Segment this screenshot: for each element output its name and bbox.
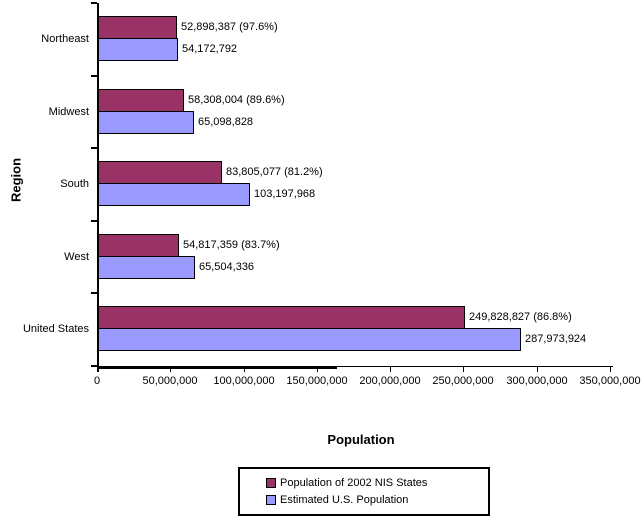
x-axis-tick-label: 100,000,000 — [213, 375, 275, 387]
bar-estimated-population — [98, 111, 194, 134]
bar-estimated-population — [98, 183, 250, 206]
legend-item-estimated-population: Estimated U.S. Population — [266, 493, 488, 507]
y-axis-tick — [91, 2, 97, 4]
x-axis-tick-label: 250,000,000 — [432, 375, 494, 387]
category-label: Midwest — [48, 106, 89, 118]
bar-value-label: 54,817,359 (83.7%) — [183, 239, 280, 251]
legend-swatch-estimated-population — [266, 495, 276, 505]
bar-estimated-population — [98, 38, 178, 61]
x-axis-tick — [97, 367, 98, 372]
bar-nis-states — [98, 89, 184, 112]
x-axis-line-thick-segment — [97, 366, 337, 369]
bar-value-label: 58,308,004 (89.6%) — [188, 94, 285, 106]
bar-estimated-population — [98, 256, 195, 279]
bar-nis-states — [98, 16, 177, 39]
x-axis-tick — [170, 367, 171, 372]
x-axis-tick-label: 300,000,000 — [506, 375, 568, 387]
x-axis-tick — [390, 367, 391, 372]
category-label: United States — [22, 323, 89, 335]
x-axis-tick — [463, 367, 464, 372]
legend-swatch-nis-states — [266, 478, 276, 488]
x-axis-tick-label: 200,000,000 — [359, 375, 421, 387]
legend: Population of 2002 NIS States Estimated … — [238, 467, 490, 516]
bar-nis-states — [98, 234, 179, 257]
x-axis-tick-label: 50,000,000 — [142, 375, 198, 387]
x-axis-tick — [244, 367, 245, 372]
legend-label-estimated-population: Estimated U.S. Population — [280, 494, 409, 506]
x-axis-tick — [317, 367, 318, 372]
category-label: South — [60, 178, 89, 190]
category-label: Northeast — [41, 33, 89, 45]
bar-nis-states — [98, 306, 465, 329]
category-label: West — [64, 251, 89, 263]
x-axis-tick-label: 0 — [93, 375, 101, 387]
y-axis-tick — [91, 292, 97, 294]
x-axis-line — [97, 366, 613, 367]
y-axis-tick — [91, 365, 97, 367]
bar-value-label: 54,172,792 — [182, 43, 238, 55]
bar-value-label: 83,805,077 (81.2%) — [226, 166, 323, 178]
bar-value-label: 249,828,827 (86.8%) — [469, 311, 572, 323]
bar-value-label: 65,098,828 — [198, 116, 254, 128]
bar-estimated-population — [98, 328, 521, 351]
bar-value-label: 52,898,387 (97.6%) — [181, 21, 278, 33]
y-axis-tick — [91, 75, 97, 77]
x-axis-tick-label: 150,000,000 — [286, 375, 348, 387]
x-axis-tick-label: 350,000,000 — [579, 375, 641, 387]
legend-label-nis-states: Population of 2002 NIS States — [280, 477, 428, 489]
x-axis-tick — [610, 367, 611, 372]
bar-value-label: 103,197,968 — [254, 188, 316, 200]
bar-value-label: 65,504,336 — [199, 261, 255, 273]
x-axis-tick — [537, 367, 538, 372]
bar-value-label: 287,973,924 — [525, 333, 587, 345]
x-axis-title: Population — [327, 432, 395, 447]
legend-item-nis-states: Population of 2002 NIS States — [266, 476, 488, 490]
bar-nis-states — [98, 161, 222, 184]
y-axis-tick — [91, 147, 97, 149]
y-axis-tick — [91, 220, 97, 222]
